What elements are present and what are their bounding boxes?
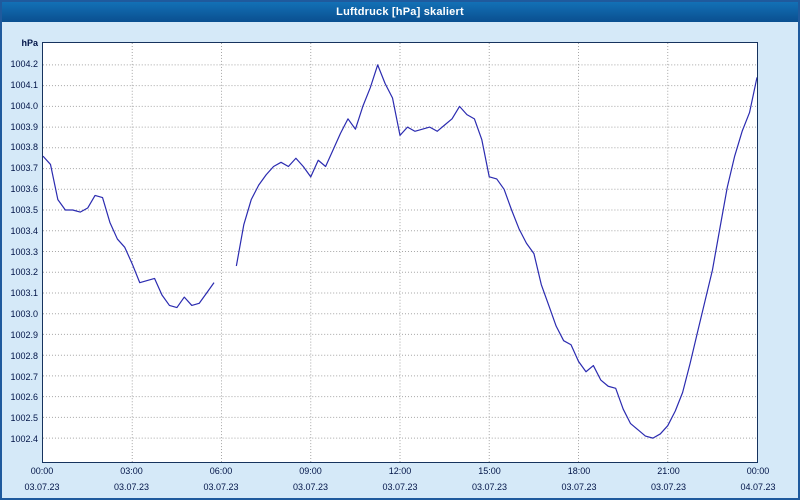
y-tick-label: 1003.8 — [10, 142, 38, 153]
x-tick-date-label: 03.07.23 — [382, 482, 418, 492]
pressure-series-line — [235, 64, 757, 439]
y-tick-label: 1004.0 — [10, 100, 38, 111]
y-tick-label: 1004.1 — [10, 79, 38, 90]
x-tick-time-label: 00:00 — [30, 466, 54, 476]
y-tick-label: 1003.6 — [10, 184, 38, 194]
y-tick-label: 1003.4 — [10, 225, 38, 236]
y-tick-label: 1004.2 — [10, 59, 38, 69]
y-tick-label: 1003.1 — [10, 288, 38, 299]
x-tick-date-label: 03.07.23 — [471, 482, 508, 492]
x-tick-date-label: 03.07.23 — [650, 482, 687, 492]
x-tick-date-label: 03.07.23 — [24, 482, 60, 492]
y-tick-label: 1003.2 — [10, 267, 38, 278]
x-tick-time-label: 00:00 — [746, 466, 770, 476]
y-tick-label: 1002.8 — [10, 350, 38, 361]
x-tick-date-label: 03.07.23 — [561, 482, 597, 492]
titlebar: Luftdruck [hPa] skaliert — [2, 2, 798, 22]
y-tick-label: 1003.9 — [10, 121, 38, 132]
x-tick-date-label: 03.07.23 — [203, 482, 239, 492]
x-tick-time-label: 06:00 — [209, 466, 233, 476]
y-tick-label: 1002.6 — [10, 392, 38, 403]
x-tick-time-label: 15:00 — [478, 466, 501, 476]
window-title: Luftdruck [hPa] skaliert — [336, 6, 464, 18]
y-tick-label: 1002.4 — [10, 434, 38, 444]
y-tick-label: 1003.0 — [10, 309, 38, 319]
y-axis-unit-label: hPa — [21, 38, 38, 48]
plot-area — [42, 42, 758, 463]
x-tick-time-label: 09:00 — [299, 466, 322, 476]
x-tick-time-label: 12:00 — [388, 466, 412, 476]
x-tick-date-label: 04.07.23 — [740, 482, 776, 492]
x-tick-time-label: 18:00 — [567, 466, 591, 476]
x-tick-time-label: 03:00 — [120, 466, 143, 476]
x-tick-date-label: 03.07.23 — [113, 482, 150, 492]
y-tick-label: 1003.3 — [10, 246, 38, 257]
y-tick-label: 1003.5 — [10, 204, 38, 215]
x-tick-date-label: 03.07.23 — [292, 482, 329, 492]
pressure-line-chart — [43, 43, 757, 462]
x-tick-time-label: 21:00 — [657, 466, 680, 476]
y-tick-label: 1002.5 — [10, 413, 38, 424]
y-tick-label: 1003.7 — [10, 163, 38, 174]
y-tick-label: 1002.9 — [10, 329, 38, 340]
pressure-series-line — [43, 155, 215, 309]
y-tick-label: 1002.7 — [10, 371, 38, 382]
